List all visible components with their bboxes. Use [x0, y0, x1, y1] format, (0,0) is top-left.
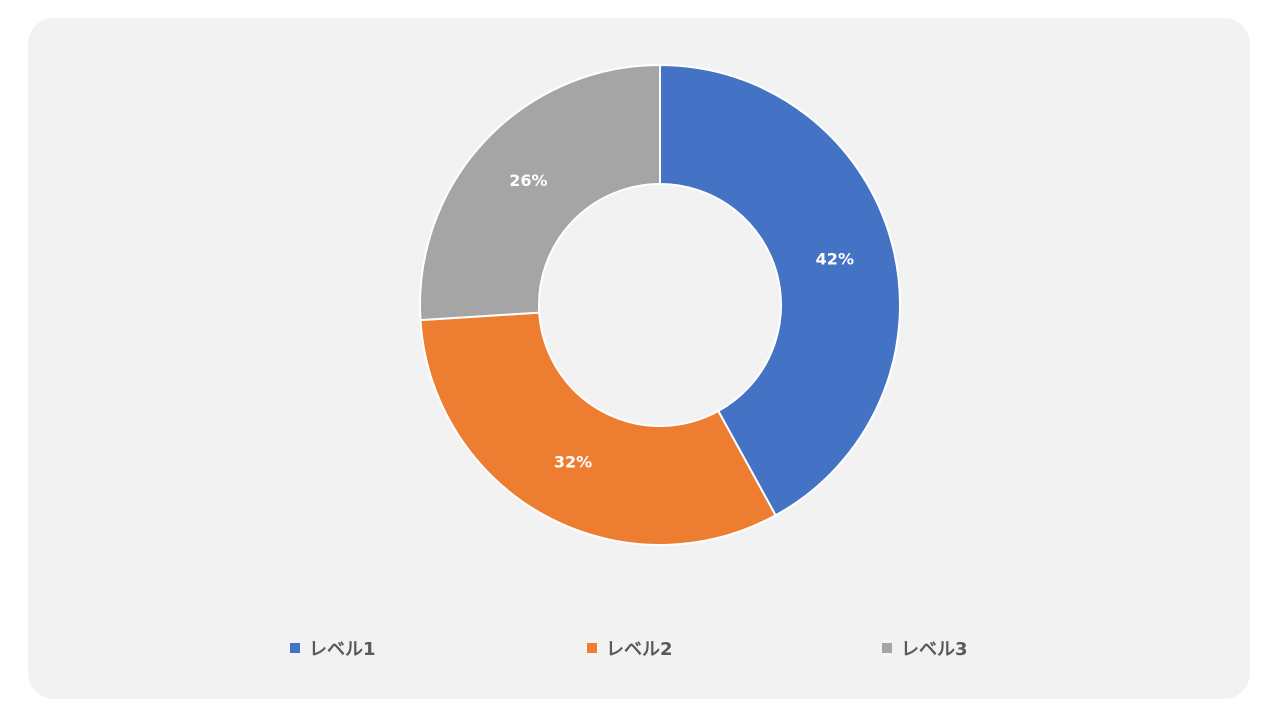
donut-slice-level-1 [659, 63, 901, 517]
donut-slice-level-2 [419, 311, 777, 546]
legend-label-level-2: レベル2 [606, 639, 673, 660]
legend: レベル1 レベル2 レベル3 [0, 636, 1280, 660]
data-label-level-3: 26% [509, 171, 547, 190]
legend-swatch-level-1 [290, 643, 300, 653]
legend-label-level-1: レベル1 [309, 639, 376, 660]
legend-item-level-2: レベル2 [587, 636, 673, 660]
legend-item-level-3: レベル3 [882, 636, 968, 660]
legend-swatch-level-3 [882, 643, 892, 653]
legend-item-level-1: レベル1 [290, 636, 376, 660]
donut-slice-level-3 [419, 63, 661, 322]
legend-swatch-level-2 [587, 643, 597, 653]
legend-label-level-3: レベル3 [901, 639, 968, 660]
data-label-level-2: 32% [554, 453, 592, 472]
data-label-level-1: 42% [816, 250, 854, 269]
